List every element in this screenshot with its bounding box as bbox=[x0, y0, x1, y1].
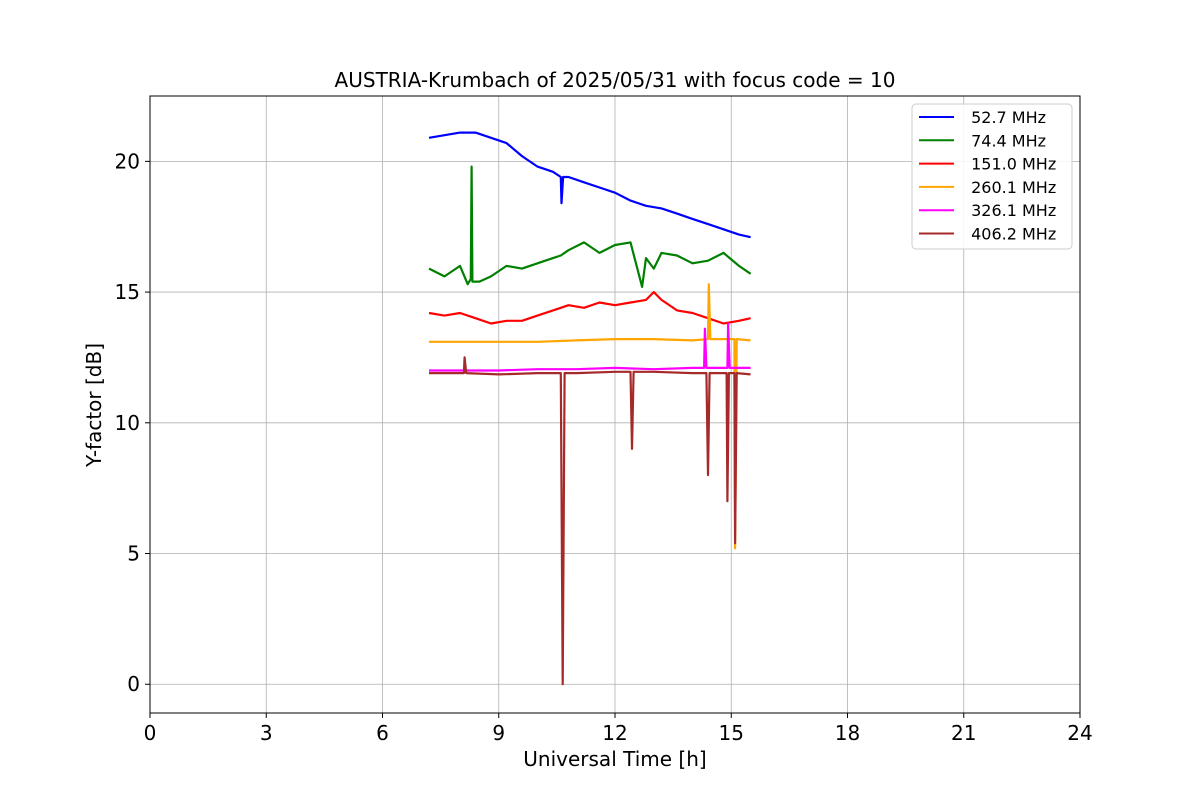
series-line-2 bbox=[428, 291, 751, 325]
legend-label-1: 74.4 MHz bbox=[966, 131, 1046, 150]
x-tick-label: 18 bbox=[835, 721, 860, 745]
y-axis: 0 5 10 15 20 bbox=[115, 149, 150, 696]
y-tick-label: 15 bbox=[115, 280, 140, 304]
legend-label-2: 151.0 MHz bbox=[966, 155, 1056, 174]
x-tick-label: 21 bbox=[951, 721, 976, 745]
chart-title: AUSTRIA-Krumbach of 2025/05/31 with focu… bbox=[335, 68, 896, 92]
x-tick-label: 24 bbox=[1067, 721, 1092, 745]
x-tick-label: 9 bbox=[492, 721, 505, 745]
x-tick-label: 6 bbox=[376, 721, 389, 745]
y-tick-label: 10 bbox=[115, 411, 140, 435]
series-layer bbox=[428, 131, 752, 686]
x-tick-label: 0 bbox=[144, 721, 157, 745]
series-line-1 bbox=[428, 165, 752, 288]
x-axis-label: Universal Time [h] bbox=[523, 747, 706, 771]
legend: 52.7 MHz 74.4 MHz 151.0 MHz 260.1 MHz 32… bbox=[911, 103, 1073, 250]
series-line-5 bbox=[429, 356, 751, 686]
legend-label-4: 326.1 MHz bbox=[966, 201, 1056, 220]
y-axis-label: Y-factor [dB] bbox=[82, 343, 106, 468]
y-tick-label: 5 bbox=[127, 542, 140, 566]
x-axis: 0 3 6 9 12 15 18 21 24 bbox=[144, 713, 1093, 745]
x-tick-label: 3 bbox=[260, 721, 273, 745]
legend-label-5: 406.2 MHz bbox=[966, 225, 1056, 244]
x-tick-label: 12 bbox=[602, 721, 627, 745]
legend-label-3: 260.1 MHz bbox=[966, 178, 1056, 197]
series-line-4 bbox=[429, 322, 751, 372]
legend-label-0: 52.7 MHz bbox=[966, 108, 1046, 127]
y-tick-label: 20 bbox=[115, 149, 140, 173]
y-tick-label: 0 bbox=[127, 672, 140, 696]
x-tick-label: 15 bbox=[719, 721, 744, 745]
series-line-0 bbox=[428, 131, 751, 239]
